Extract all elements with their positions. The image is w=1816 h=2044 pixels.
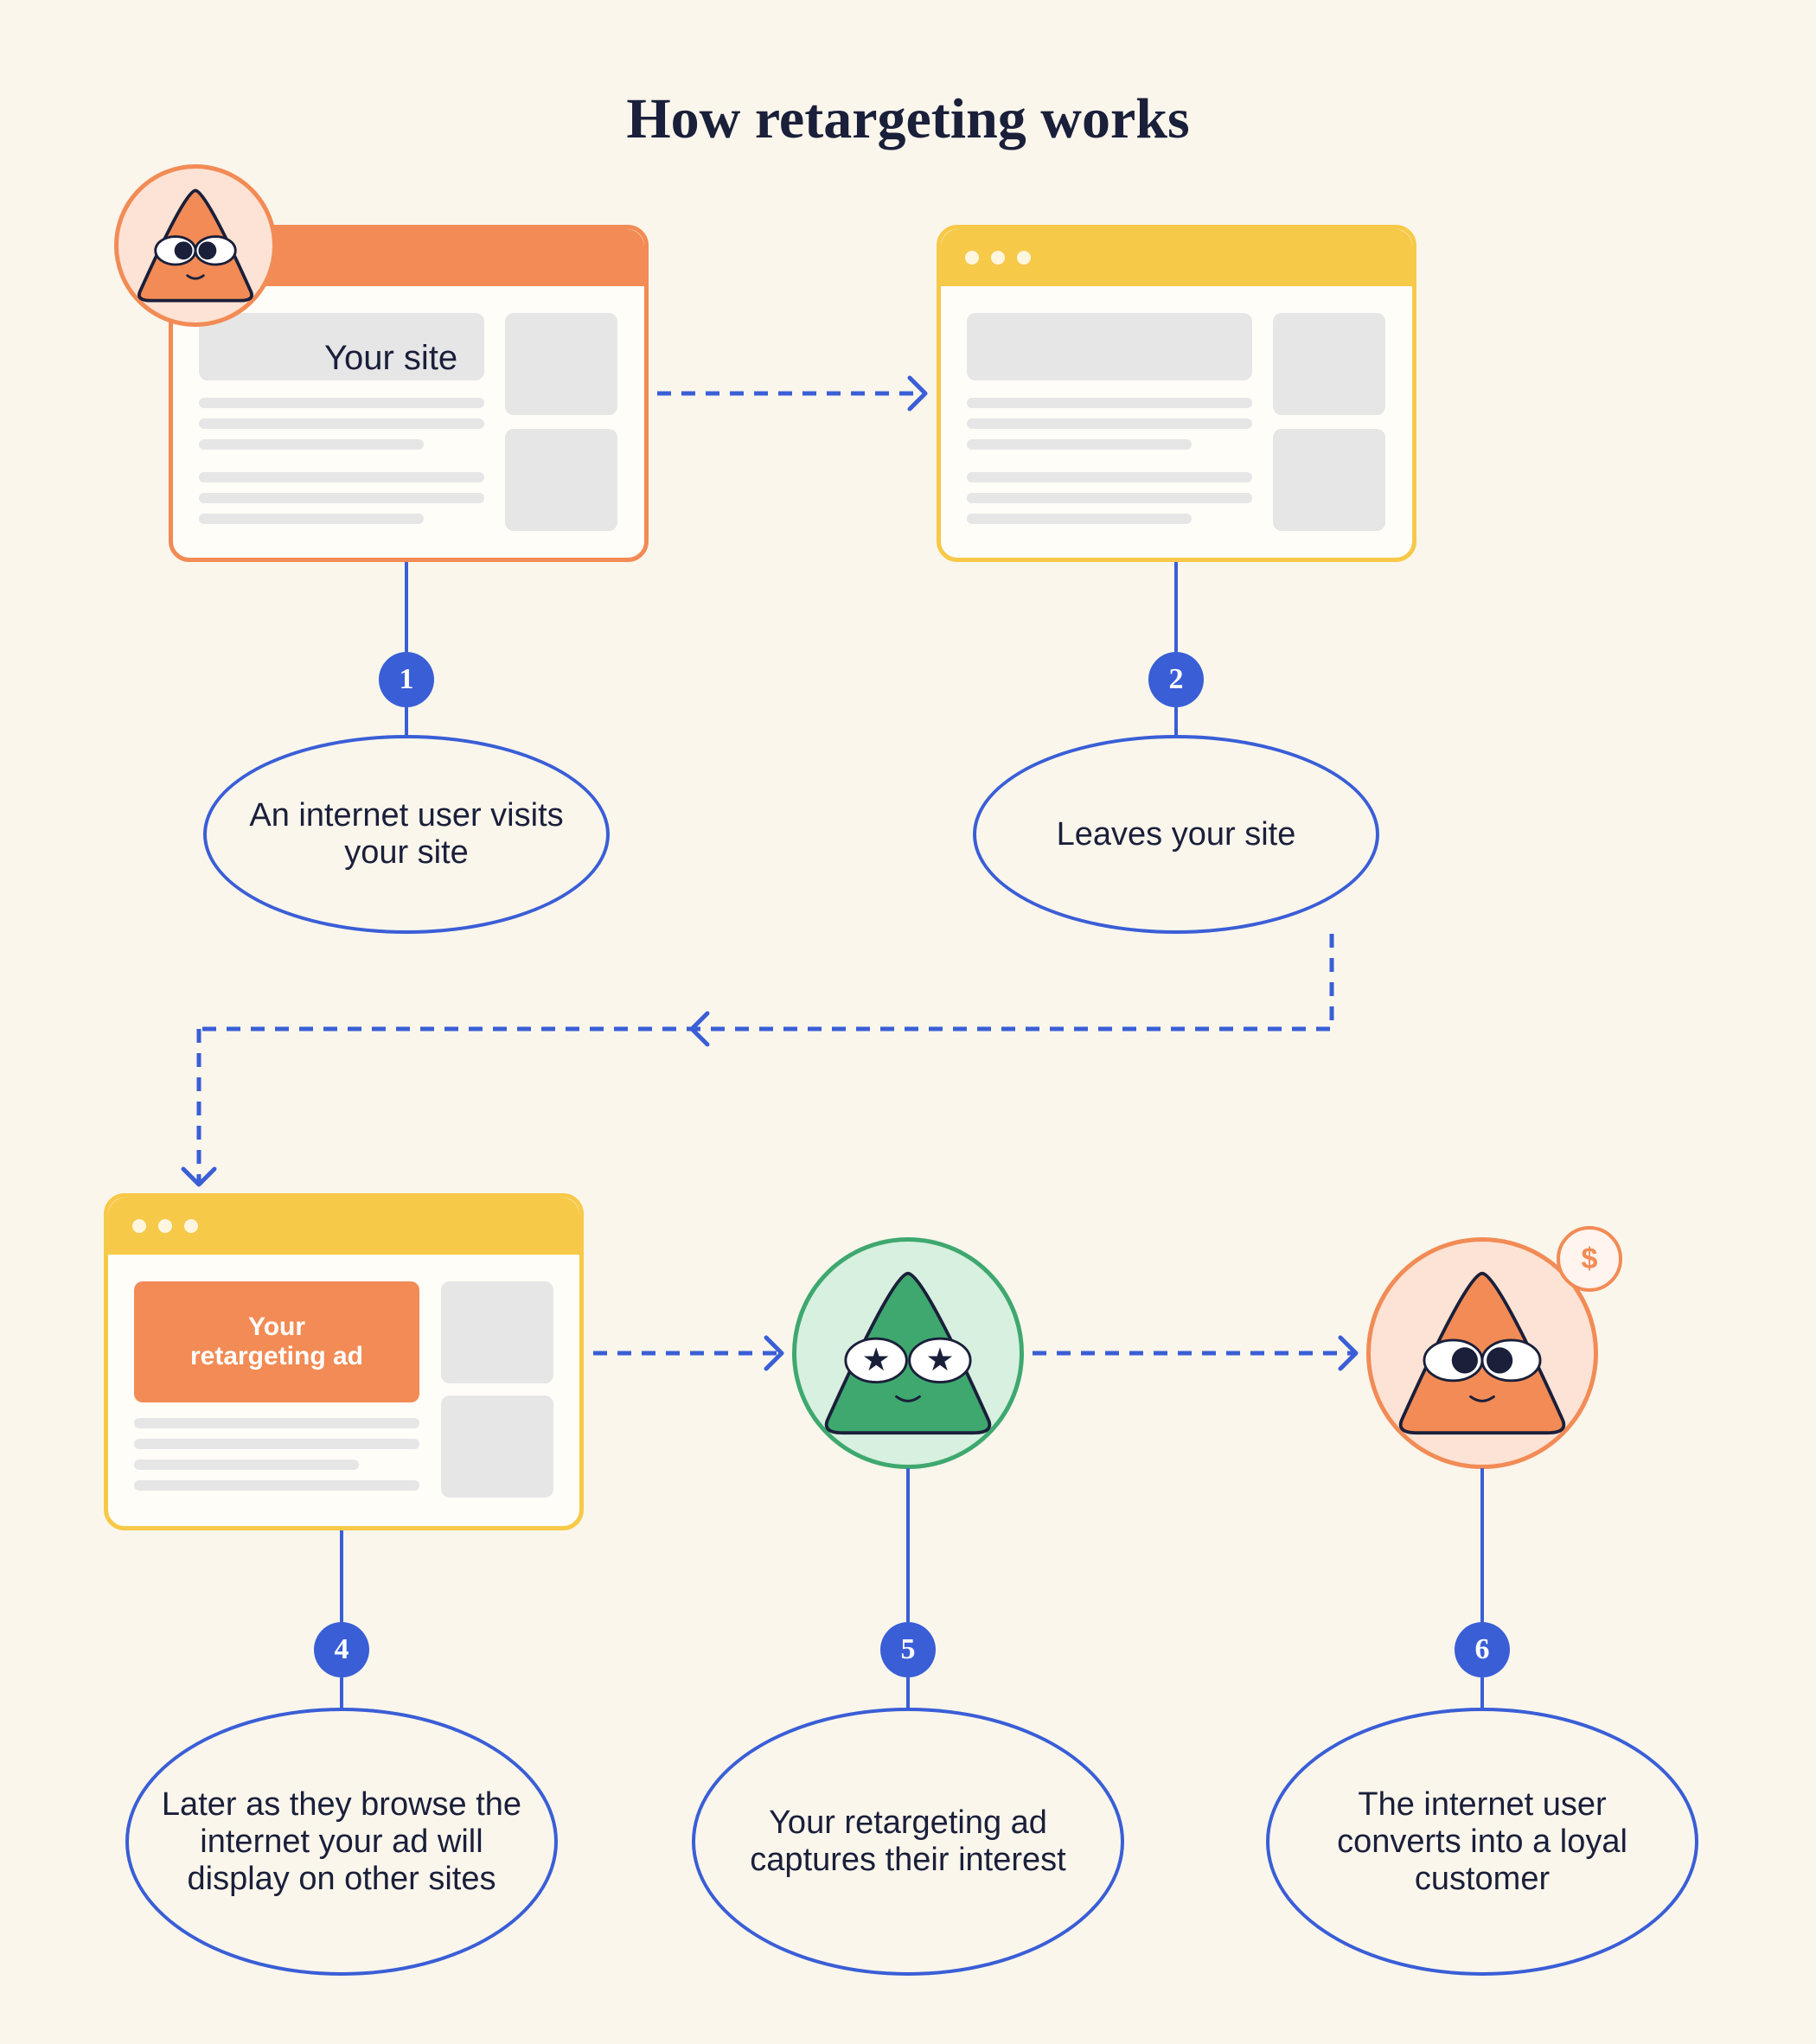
connector-line — [340, 1530, 343, 1622]
content-placeholder — [134, 1460, 359, 1470]
site-label: Your site — [324, 339, 457, 378]
step-badge-5: 5 — [880, 1622, 936, 1677]
step-ellipse-4: Later as they browse the internet your a… — [125, 1708, 558, 1976]
window-dot-icon — [1017, 251, 1031, 265]
step-ellipse-5: Your retargeting ad captures their inter… — [692, 1708, 1124, 1976]
content-placeholder — [441, 1396, 553, 1498]
content-placeholder — [967, 472, 1252, 482]
step-badge-4: 4 — [314, 1622, 369, 1677]
content-placeholder — [199, 418, 484, 429]
connector-line — [405, 707, 408, 738]
browser-chrome — [108, 1198, 579, 1255]
step-badge-1: 1 — [379, 652, 434, 707]
content-placeholder — [1273, 313, 1385, 415]
connector-line — [405, 562, 408, 652]
step-badge-6: 6 — [1455, 1622, 1510, 1677]
content-placeholder — [967, 313, 1252, 380]
connector-line — [1480, 1468, 1484, 1622]
content-placeholder — [199, 439, 424, 450]
content-placeholder — [967, 514, 1192, 524]
content-placeholder — [967, 439, 1192, 450]
step-ellipse-1: An internet user visits your site — [203, 735, 610, 934]
svg-text:★: ★ — [862, 1342, 891, 1377]
connector-line — [1174, 707, 1178, 738]
content-placeholder — [134, 1418, 419, 1428]
browser-chrome — [941, 229, 1412, 286]
diagram-stage: How retargeting works Your site Your reta… — [0, 0, 1816, 2044]
retargeting-ad-box: Your retargeting ad — [134, 1281, 419, 1402]
content-placeholder — [505, 313, 617, 415]
svg-text:★: ★ — [925, 1342, 954, 1377]
content-placeholder — [441, 1281, 553, 1383]
window-dot-icon — [132, 1219, 146, 1233]
content-placeholder — [1273, 429, 1385, 531]
connector-line — [340, 1677, 343, 1710]
content-placeholder — [967, 493, 1252, 503]
mascot-m5: ★ ★ — [792, 1237, 1024, 1469]
connector-line — [906, 1468, 910, 1622]
connector-line — [1174, 562, 1178, 652]
content-placeholder — [199, 398, 484, 408]
connector-line — [1480, 1677, 1484, 1710]
content-placeholder — [967, 418, 1252, 429]
content-placeholder — [505, 429, 617, 531]
window-dot-icon — [184, 1219, 198, 1233]
content-placeholder — [967, 398, 1252, 408]
content-placeholder — [199, 514, 424, 524]
content-placeholder — [134, 1480, 419, 1491]
dollar-coin-icon: $ — [1557, 1226, 1622, 1292]
step-ellipse-2: Leaves your site — [973, 735, 1379, 934]
step-badge-2: 2 — [1148, 652, 1204, 707]
mascot-m1 — [114, 164, 277, 327]
window-dot-icon — [991, 251, 1005, 265]
diagram-title: How retargeting works — [0, 86, 1816, 152]
browser-dots — [108, 1198, 579, 1255]
content-placeholder — [199, 493, 484, 503]
step-ellipse-6: The internet user converts into a loyal … — [1266, 1708, 1698, 1976]
connector-line — [906, 1677, 910, 1710]
window-dot-icon — [965, 251, 979, 265]
content-placeholder — [134, 1439, 419, 1449]
browser-dots — [941, 229, 1412, 286]
window-dot-icon — [158, 1219, 172, 1233]
content-placeholder — [199, 472, 484, 482]
